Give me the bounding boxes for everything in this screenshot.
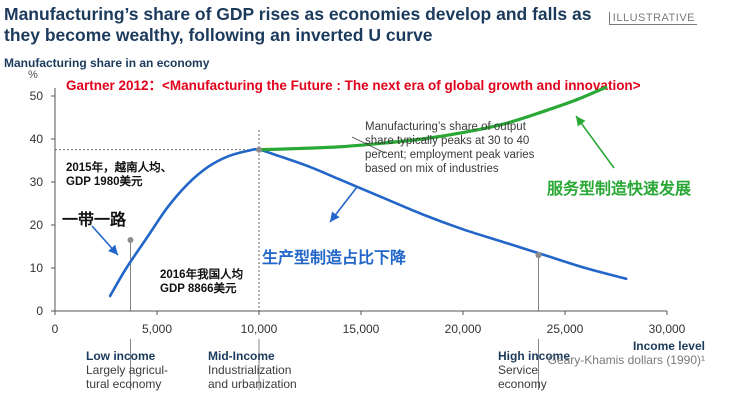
green-label-arrow	[575, 115, 615, 169]
stage-high-income: High income Service economy	[498, 349, 570, 391]
stage-title: Mid-Income	[208, 349, 275, 363]
x-axis-unit: Geary-Khamis dollars (1990)¹	[547, 353, 705, 367]
green-curve-label: 服务型制造快速发展	[547, 181, 692, 198]
y-tick-label: 50	[30, 89, 44, 103]
series-line-green	[257, 85, 608, 152]
vietnam-note: 2015年，越南人均、 GDP 1980美元	[66, 162, 173, 188]
peak-note-pointer	[351, 136, 386, 154]
data-point	[256, 146, 262, 153]
data-point	[127, 237, 134, 244]
blue-label-arrow	[329, 186, 358, 223]
x-tick-label: 0	[52, 322, 59, 336]
x-axis-label-block: Income level Geary-Khamis dollars (1990)…	[548, 339, 705, 367]
series-line-blue	[108, 148, 628, 298]
stage-low-income: Low income Largely agricul- tural econom…	[86, 349, 168, 391]
blue-curve-label: 生产型制造占比下降	[262, 250, 407, 267]
y-tick-label: 40	[30, 132, 44, 146]
x-axis-label: Income level	[632, 339, 705, 353]
y-tick-label: 0	[36, 304, 43, 318]
illustrative-badge: ILLUSTRATIVE	[608, 12, 697, 25]
y-axis-label: Manufacturing share in an economy	[4, 56, 210, 70]
annotation-arrows	[91, 115, 615, 256]
y-tick-label: 30	[30, 175, 44, 189]
belt-road-arrow	[91, 225, 119, 256]
stage-mid-income: Mid-Income Industrialization and urbaniz…	[208, 349, 297, 391]
peak-note: Manufacturing’s share of output share ty…	[365, 121, 535, 175]
gartner-note: Gartner 2012：<Manufacturing the Future :…	[66, 78, 641, 93]
y-tick-label: 20	[30, 218, 44, 232]
x-tick-label: 25,000	[547, 322, 584, 336]
chart-title: Manufacturing’s share of GDP rises as ec…	[4, 4, 592, 45]
china-note: 2016年我国人均 GDP 8866美元	[160, 269, 244, 295]
points-group	[127, 146, 542, 259]
x-tick-label: 30,000	[649, 322, 686, 336]
x-tick-label: 15,000	[343, 322, 380, 336]
x-tick-label: 20,000	[445, 322, 482, 336]
data-point	[535, 252, 542, 259]
series-group	[108, 85, 628, 298]
x-tick-label: 5,000	[142, 322, 172, 336]
stage-desc: Largely agricul- tural economy	[86, 363, 169, 391]
axes: 0 10 20 30 40 50 0 5,000 10,000 15,000 20,000 25,00…	[30, 88, 686, 336]
stage-desc: Industrialization and urbanization	[208, 363, 297, 391]
stage-desc: Service economy	[498, 363, 547, 391]
stage-title: High income	[498, 349, 571, 363]
x-tick-label: 10,000	[241, 322, 278, 336]
y-tick-label: 10	[30, 261, 44, 275]
y-axis-unit: %	[28, 69, 38, 81]
stage-title: Low income	[86, 349, 156, 363]
belt-and-road-label: 一带一路	[62, 212, 127, 229]
reference-lines	[55, 130, 539, 390]
